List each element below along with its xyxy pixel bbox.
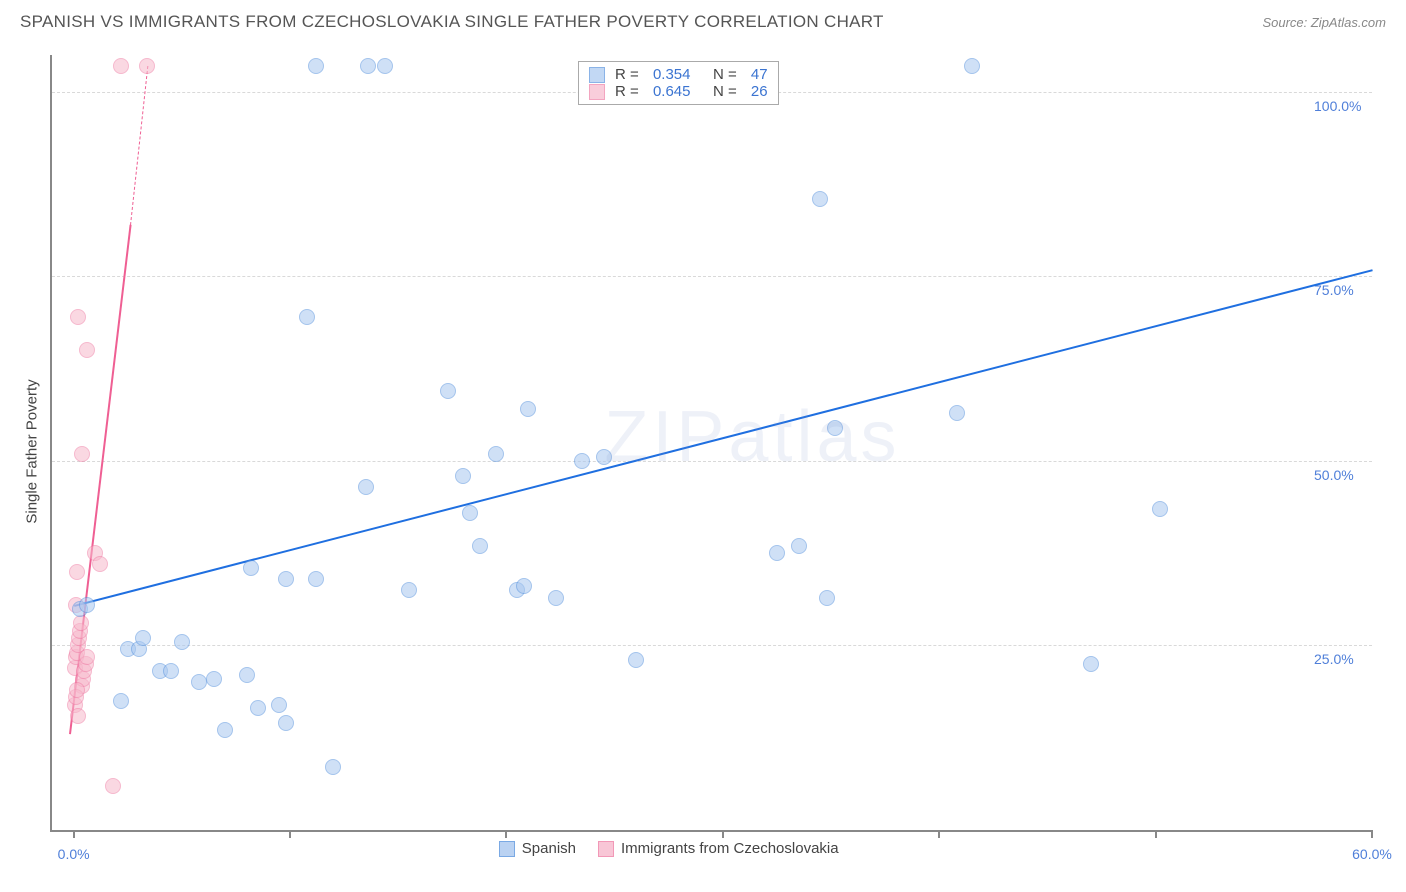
data-point xyxy=(791,538,807,554)
legend-swatch xyxy=(499,841,515,857)
data-point xyxy=(250,700,266,716)
data-point xyxy=(206,671,222,687)
data-point xyxy=(113,58,129,74)
data-point xyxy=(401,582,417,598)
data-point xyxy=(440,383,456,399)
correlation-legend: R = 0.354 N = 47R = 0.645 N = 26 xyxy=(578,61,779,105)
legend-label: Immigrants from Czechoslovakia xyxy=(621,840,839,857)
data-point xyxy=(135,630,151,646)
y-tick-label: 100.0% xyxy=(1314,98,1361,114)
data-point xyxy=(360,58,376,74)
chart-title: SPANISH VS IMMIGRANTS FROM CZECHOSLOVAKI… xyxy=(20,12,884,32)
data-point xyxy=(243,560,259,576)
data-point xyxy=(574,453,590,469)
x-tick-label: 60.0% xyxy=(1352,846,1392,862)
x-tick-mark xyxy=(505,830,507,838)
data-point xyxy=(92,556,108,572)
data-point xyxy=(308,58,324,74)
data-point xyxy=(79,342,95,358)
data-point xyxy=(163,663,179,679)
legend-swatch xyxy=(589,84,605,100)
legend-row: R = 0.645 N = 26 xyxy=(589,83,768,100)
data-point xyxy=(964,58,980,74)
gridline-horizontal xyxy=(52,645,1372,646)
data-point xyxy=(79,649,95,665)
data-point xyxy=(377,58,393,74)
data-point xyxy=(79,597,95,613)
x-tick-mark xyxy=(1155,830,1157,838)
x-tick-mark xyxy=(73,830,75,838)
data-point xyxy=(472,538,488,554)
data-point xyxy=(819,590,835,606)
data-point xyxy=(174,634,190,650)
y-tick-label: 75.0% xyxy=(1314,282,1354,298)
data-point xyxy=(462,505,478,521)
gridline-horizontal xyxy=(52,461,1372,462)
data-point xyxy=(217,722,233,738)
data-point xyxy=(308,571,324,587)
data-point xyxy=(520,401,536,417)
data-point xyxy=(105,778,121,794)
data-point xyxy=(271,697,287,713)
data-point xyxy=(191,674,207,690)
data-point xyxy=(113,693,129,709)
data-point xyxy=(139,58,155,74)
y-tick-label: 25.0% xyxy=(1314,651,1354,667)
y-axis-label: Single Father Poverty xyxy=(24,379,41,523)
legend-swatch xyxy=(598,841,614,857)
data-point xyxy=(596,449,612,465)
data-point xyxy=(299,309,315,325)
legend-item-spanish: Spanish xyxy=(499,840,576,857)
data-point xyxy=(769,545,785,561)
data-point xyxy=(69,682,85,698)
title-bar: SPANISH VS IMMIGRANTS FROM CZECHOSLOVAKI… xyxy=(20,12,1386,32)
data-point xyxy=(455,468,471,484)
legend-row: R = 0.354 N = 47 xyxy=(589,66,768,83)
data-point xyxy=(488,446,504,462)
data-point xyxy=(278,715,294,731)
data-point xyxy=(812,191,828,207)
data-point xyxy=(278,571,294,587)
data-point xyxy=(548,590,564,606)
data-point xyxy=(69,564,85,580)
source-attribution: Source: ZipAtlas.com xyxy=(1262,15,1386,30)
data-point xyxy=(1083,656,1099,672)
data-point xyxy=(827,420,843,436)
x-tick-mark xyxy=(289,830,291,838)
legend-item-czech: Immigrants from Czechoslovakia xyxy=(598,840,839,857)
data-point xyxy=(949,405,965,421)
plot-area: 25.0%50.0%75.0%100.0%0.0%60.0% xyxy=(50,55,1372,832)
y-tick-label: 50.0% xyxy=(1314,467,1354,483)
legend-swatch xyxy=(589,67,605,83)
data-point xyxy=(358,479,374,495)
data-point xyxy=(325,759,341,775)
data-point xyxy=(73,615,89,631)
x-tick-mark xyxy=(722,830,724,838)
data-point xyxy=(239,667,255,683)
x-tick-label: 0.0% xyxy=(58,846,90,862)
data-point xyxy=(628,652,644,668)
x-tick-mark xyxy=(938,830,940,838)
data-point xyxy=(74,446,90,462)
data-point xyxy=(1152,501,1168,517)
series-legend: Spanish Immigrants from Czechoslovakia xyxy=(499,840,839,857)
data-point xyxy=(516,578,532,594)
data-point xyxy=(70,708,86,724)
trendline xyxy=(74,269,1373,607)
gridline-horizontal xyxy=(52,276,1372,277)
x-tick-mark xyxy=(1371,830,1373,838)
trendline-extrapolated xyxy=(130,66,148,225)
data-point xyxy=(70,309,86,325)
legend-label: Spanish xyxy=(522,840,576,857)
